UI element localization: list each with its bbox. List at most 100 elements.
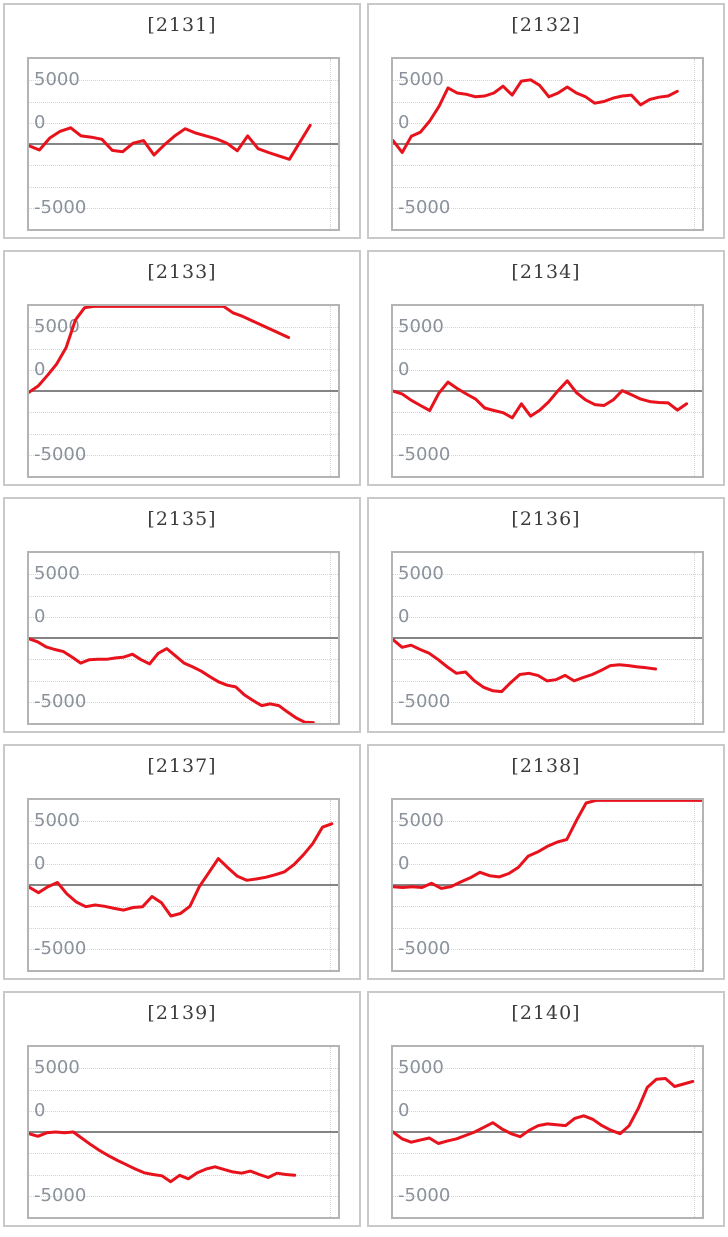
- zero-line: [393, 143, 702, 145]
- y-gridline: [29, 80, 338, 82]
- y-axis-label: -5000: [34, 1184, 87, 1206]
- y-gridline: [393, 1089, 702, 1091]
- y-gridline: [29, 821, 338, 823]
- y-axis-label: -5000: [398, 1184, 451, 1206]
- slump-graph: 5000 0 -5000: [391, 798, 704, 972]
- y-axis-label: 5000: [398, 563, 444, 585]
- slump-graph: 5000 0 -5000: [27, 798, 340, 972]
- machine-number-title: [2139]: [147, 1002, 217, 1024]
- y-gridline: [29, 948, 338, 950]
- machine-chart-cell: [2134] 5000 0 -5000: [367, 250, 725, 486]
- y-gridline: [393, 433, 702, 435]
- zero-line: [393, 390, 702, 392]
- machine-number-title: [2132]: [511, 14, 581, 36]
- slump-graph: 5000 0 -5000: [27, 304, 340, 478]
- y-axis-label: 0: [34, 358, 46, 380]
- y-axis-label: 5000: [398, 69, 444, 91]
- y-gridline: [29, 101, 338, 103]
- y-axis-label: 5000: [34, 316, 80, 338]
- y-gridline: [393, 948, 702, 950]
- slump-line: [393, 800, 702, 890]
- y-gridline: [29, 1195, 338, 1197]
- y-axis-label: 5000: [34, 810, 80, 832]
- y-gridline: [393, 1174, 702, 1176]
- y-axis-label: 5000: [398, 316, 444, 338]
- machine-chart-cell: [2137] 5000 0 -5000: [3, 744, 361, 980]
- y-gridline: [393, 122, 702, 124]
- machine-chart-cell: [2133] 5000 0 -5000: [3, 250, 361, 486]
- y-gridline: [393, 186, 702, 188]
- slump-graph: 5000 0 -5000: [391, 551, 704, 725]
- machine-chart-cell: [2132] 5000 0 -5000: [367, 3, 725, 239]
- y-axis-label: 0: [398, 852, 410, 874]
- machine-chart-cell: [2138] 5000 0 -5000: [367, 744, 725, 980]
- y-axis-label: 0: [34, 111, 46, 133]
- y-axis-label: 0: [34, 852, 46, 874]
- y-axis-label: 5000: [34, 563, 80, 585]
- slump-line: [29, 306, 291, 394]
- y-gridline: [29, 616, 338, 618]
- y-gridline: [393, 616, 702, 618]
- y-axis-label: -5000: [398, 443, 451, 465]
- slump-line: [29, 822, 334, 918]
- y-axis-label: -5000: [34, 443, 87, 465]
- y-gridline: [29, 659, 338, 661]
- y-gridline: [29, 207, 338, 209]
- y-gridline: [29, 165, 338, 167]
- machine-number-title: [2133]: [147, 261, 217, 283]
- y-gridline: [29, 433, 338, 435]
- slump-line: [29, 123, 312, 161]
- y-gridline: [29, 842, 338, 844]
- zero-line: [29, 390, 338, 392]
- y-gridline: [29, 1174, 338, 1176]
- y-gridline: [29, 574, 338, 576]
- slump-line: [393, 379, 689, 420]
- y-axis-label: 0: [34, 605, 46, 627]
- y-gridline: [393, 1195, 702, 1197]
- y-gridline: [393, 101, 702, 103]
- y-gridline: [29, 863, 338, 865]
- y-gridline: [29, 122, 338, 124]
- y-gridline: [393, 842, 702, 844]
- y-axis-label: 0: [34, 1099, 46, 1121]
- y-axis-label: -5000: [398, 196, 451, 218]
- slump-graph: 5000 0 -5000: [391, 1045, 704, 1219]
- slump-graph: 5000 0 -5000: [391, 57, 704, 231]
- zero-line: [393, 884, 702, 886]
- machine-number-title: [2137]: [147, 755, 217, 777]
- y-axis-label: -5000: [34, 196, 87, 218]
- zero-line: [29, 1131, 338, 1133]
- y-gridline: [29, 348, 338, 350]
- slump-graph: 5000 0 -5000: [27, 551, 340, 725]
- y-gridline: [29, 412, 338, 414]
- machine-number-title: [2135]: [147, 508, 217, 530]
- y-gridline: [393, 863, 702, 865]
- machine-number-title: [2138]: [511, 755, 581, 777]
- machine-chart-cell: [2139] 5000 0 -5000: [3, 991, 361, 1227]
- machine-chart-cell: [2136] 5000 0 -5000: [367, 497, 725, 733]
- slump-line: [29, 637, 315, 723]
- y-axis-label: 0: [398, 605, 410, 627]
- zero-line: [29, 637, 338, 639]
- slump-line: [393, 78, 679, 154]
- zero-line: [393, 637, 702, 639]
- machine-number-title: [2134]: [511, 261, 581, 283]
- y-gridline: [393, 821, 702, 823]
- y-gridline: [29, 1110, 338, 1112]
- y-gridline: [393, 906, 702, 908]
- machine-number-title: [2136]: [511, 508, 581, 530]
- slump-graph: 5000 0 -5000: [27, 1045, 340, 1219]
- y-gridline: [393, 369, 702, 371]
- y-gridline: [393, 412, 702, 414]
- slump-graph: 5000 0 -5000: [27, 57, 340, 231]
- y-gridline: [29, 927, 338, 929]
- y-gridline: [393, 348, 702, 350]
- slump-line: [393, 638, 658, 694]
- y-axis-label: 0: [398, 111, 410, 133]
- zero-line: [29, 143, 338, 145]
- y-gridline: [29, 369, 338, 371]
- machine-chart-cell: [2135] 5000 0 -5000: [3, 497, 361, 733]
- y-gridline: [29, 454, 338, 456]
- y-gridline: [393, 327, 702, 329]
- slump-line: [393, 1077, 695, 1145]
